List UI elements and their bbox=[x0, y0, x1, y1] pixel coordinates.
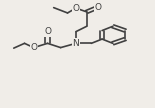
Text: N: N bbox=[73, 39, 79, 48]
Text: O: O bbox=[44, 27, 51, 36]
Text: O: O bbox=[73, 4, 80, 13]
Text: O: O bbox=[95, 3, 102, 12]
Text: O: O bbox=[30, 43, 37, 52]
